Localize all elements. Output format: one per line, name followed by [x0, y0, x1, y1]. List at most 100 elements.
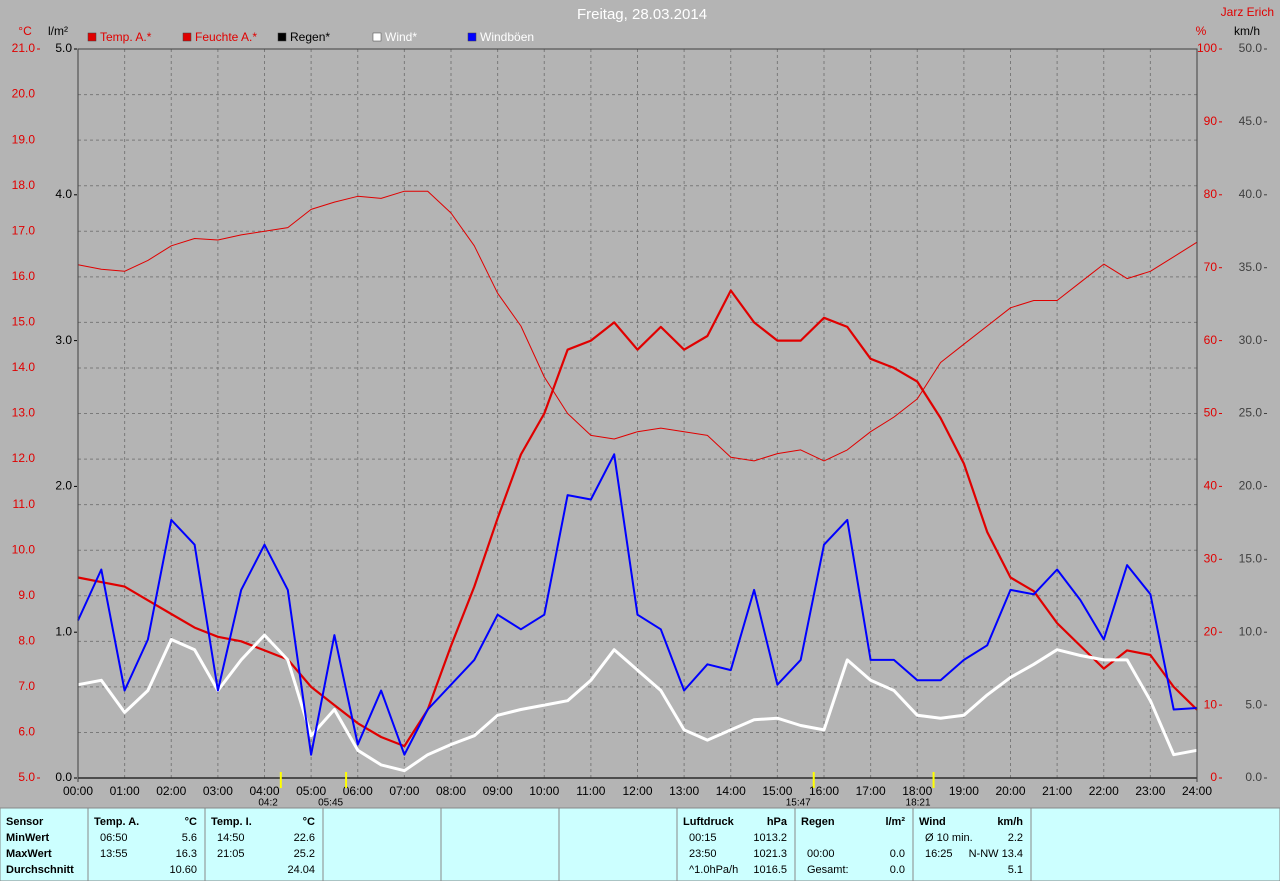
series-line — [77, 453, 1198, 756]
table-cell: 1021.3 — [753, 848, 787, 860]
rain-tick-label: 1.0 — [55, 624, 72, 638]
legend-swatch — [467, 32, 477, 42]
x-tick-label: 12:00 — [622, 784, 652, 798]
humidity-tick-label: 50 — [1204, 406, 1218, 420]
x-tick-label: 14:00 — [716, 784, 746, 798]
wind-tick-label: 45.0 — [1239, 114, 1263, 128]
humidity-tick-label: 70 — [1204, 260, 1218, 274]
wind-tick-label: 35.0 — [1239, 260, 1263, 274]
table-cell: 1013.2 — [753, 832, 787, 844]
humidity-tick-label: 0 — [1210, 770, 1217, 784]
x-tick-label: 07:00 — [389, 784, 419, 798]
x-tick-label: 24:00 — [1182, 784, 1212, 798]
rain-tick-label: 0.0 — [55, 770, 72, 784]
table-cell: 2.2 — [1008, 832, 1023, 844]
table-cell: 00:00 — [807, 848, 835, 860]
temp-tick-label: 5.0 — [18, 770, 35, 784]
legend-swatch — [87, 32, 97, 42]
legend-label: Windböen — [480, 30, 534, 44]
wind-tick-label: 0.0 — [1245, 770, 1262, 784]
table-cell: 23:50 — [689, 848, 717, 860]
table-cell: 5.6 — [182, 832, 197, 844]
x-tick-label: 23:00 — [1135, 784, 1165, 798]
wind-tick-label: 50.0 — [1239, 41, 1263, 55]
x-tick-label: 00:00 — [63, 784, 93, 798]
temp-tick-label: 8.0 — [18, 633, 35, 647]
legend-swatch — [277, 32, 287, 42]
table-cell: 00:15 — [689, 832, 717, 844]
humidity-axis-title: % — [1196, 24, 1207, 38]
table-cell: hPa — [767, 816, 788, 828]
sun-time: 05:45 — [318, 798, 343, 809]
temp-tick-label: 11.0 — [13, 497, 36, 511]
author: Jarz Erich — [1221, 5, 1274, 19]
temp-tick-label: 18.0 — [12, 178, 36, 192]
rain-tick-label: 4.0 — [55, 187, 72, 201]
wind-tick-label: 40.0 — [1239, 187, 1263, 201]
wind-tick-label: 25.0 — [1239, 406, 1263, 420]
table-cell: 16.3 — [176, 848, 197, 860]
table-cell: N-NW 13.4 — [969, 848, 1023, 860]
humidity-tick-label: 90 — [1204, 114, 1218, 128]
sun-time: 18:21 — [906, 798, 931, 809]
humidity-tick-label: 30 — [1204, 551, 1218, 565]
x-tick-label: 11:00 — [576, 784, 605, 798]
wind-tick-label: 5.0 — [1245, 697, 1262, 711]
series-line — [77, 633, 1198, 773]
temp-tick-label: 19.0 — [12, 132, 36, 146]
temp-tick-label: 16.0 — [12, 269, 36, 283]
x-tick-label: 17:00 — [856, 784, 886, 798]
wind-axis-title: km/h — [1234, 24, 1260, 38]
temp-tick-label: 20.0 — [12, 87, 36, 101]
temp-tick-label: 15.0 — [12, 315, 36, 329]
temp-tick-label: 10.0 — [12, 542, 36, 556]
x-tick-label: 20:00 — [995, 784, 1025, 798]
x-tick-label: 21:00 — [1042, 784, 1072, 798]
table-cell: Sensor — [6, 816, 44, 828]
temp-tick-label: 7.0 — [18, 679, 35, 693]
series-line — [77, 289, 1198, 748]
chart-title: Freitag, 28.03.2014 — [577, 6, 707, 23]
x-tick-label: 01:00 — [110, 784, 140, 798]
humidity-tick-label: 20 — [1204, 624, 1218, 638]
legend-label: Wind* — [385, 30, 417, 44]
wind-tick-label: 15.0 — [1239, 551, 1263, 565]
humidity-tick-label: 80 — [1204, 187, 1218, 201]
x-tick-label: 03:00 — [203, 784, 233, 798]
legend-swatch — [182, 32, 192, 42]
temp-tick-label: 12.0 — [12, 451, 36, 465]
table-cell: °C — [303, 816, 315, 828]
table-cell: 13:55 — [100, 848, 128, 860]
legend-label: Feuchte A.* — [195, 30, 257, 44]
table-cell: 25.2 — [294, 848, 315, 860]
table-cell: Luftdruck — [683, 816, 735, 828]
table-cell: l/m² — [885, 816, 905, 828]
x-tick-label: 09:00 — [483, 784, 513, 798]
x-tick-label: 08:00 — [436, 784, 466, 798]
stats-table — [0, 807, 1280, 881]
table-cell: 5.1 — [1008, 864, 1023, 876]
sun-time: 15:47 — [786, 798, 811, 809]
table-cell: Ø 10 min. — [925, 832, 973, 844]
table-cell: MaxWert — [6, 848, 52, 860]
legend-swatch — [372, 32, 382, 42]
table-cell: Temp. I. — [211, 816, 252, 828]
table-cell: Temp. A. — [94, 816, 139, 828]
wind-tick-label: 10.0 — [1239, 624, 1263, 638]
x-tick-label: 05:00 — [296, 784, 326, 798]
x-tick-label: 22:00 — [1089, 784, 1119, 798]
plot-frame — [77, 48, 1198, 779]
humidity-tick-label: 40 — [1204, 479, 1218, 493]
table-cell: Durchschnitt — [6, 864, 74, 876]
temp-tick-label: 14.0 — [12, 360, 36, 374]
x-tick-label: 15:00 — [762, 784, 792, 798]
humidity-tick-label: 10 — [1204, 697, 1218, 711]
table-cell: km/h — [997, 816, 1023, 828]
temp-axis-title: °C — [18, 24, 32, 38]
table-cell: 06:50 — [100, 832, 128, 844]
x-tick-label: 06:00 — [343, 784, 373, 798]
temp-tick-label: 6.0 — [18, 725, 35, 739]
humidity-tick-label: 100 — [1197, 41, 1217, 55]
table-cell: Wind — [919, 816, 946, 828]
table-cell: 22.6 — [294, 832, 315, 844]
